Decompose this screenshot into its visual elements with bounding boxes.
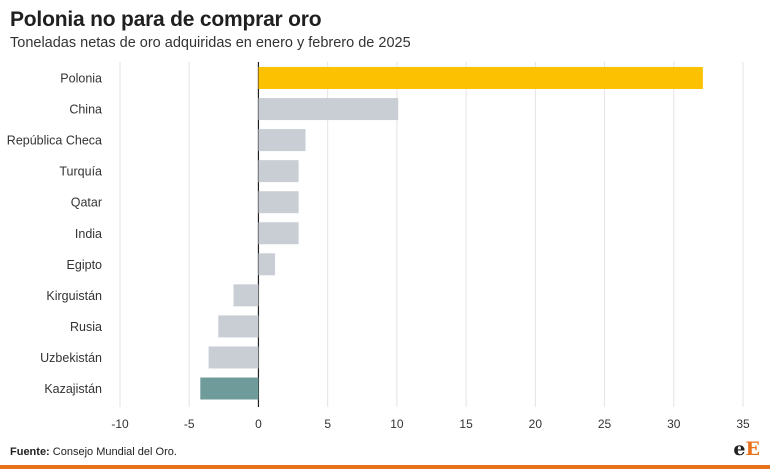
- x-tick-label: -10: [111, 417, 129, 431]
- category-label: Egipto: [67, 258, 102, 272]
- source-note: Fuente: Consejo Mundial del Oro.: [10, 446, 177, 458]
- x-tick-label: 10: [390, 417, 404, 431]
- x-tick-label: 35: [736, 417, 750, 431]
- x-tick-label: 25: [598, 417, 612, 431]
- category-label: Polonia: [60, 72, 102, 86]
- category-label: China: [69, 103, 102, 117]
- source-label: Fuente:: [10, 446, 50, 458]
- bar: [218, 315, 259, 338]
- chart-title: Polonia no para de comprar oro: [10, 8, 322, 31]
- bar: [258, 160, 299, 183]
- x-tick-label: 0: [255, 417, 262, 431]
- logo-letter-E: E: [745, 438, 760, 460]
- category-label: India: [75, 227, 102, 241]
- bar: [258, 253, 276, 276]
- category-label: República Checa: [7, 134, 102, 148]
- source-text: Consejo Mundial del Oro.: [52, 446, 177, 458]
- category-label: Kazajistán: [44, 382, 102, 396]
- category-label: Kirguistán: [46, 289, 102, 303]
- bar: [208, 346, 259, 369]
- category-label: Uzbekistán: [40, 351, 102, 365]
- category-label: Rusia: [70, 320, 102, 334]
- bar: [258, 67, 703, 89]
- logo-letter-e: e: [733, 438, 746, 460]
- chart-subtitle: Toneladas netas de oro adquiridas en ene…: [10, 35, 411, 51]
- x-tick-label: 30: [667, 417, 681, 431]
- footer-accent-line: [0, 465, 770, 469]
- x-tick-label: 15: [459, 417, 473, 431]
- category-label: Qatar: [71, 196, 102, 210]
- brand-logo: eE: [733, 438, 760, 460]
- bar: [258, 191, 299, 214]
- bar: [233, 284, 259, 307]
- bar: [258, 222, 299, 245]
- x-tick-label: 20: [529, 417, 543, 431]
- x-tick-label: -5: [184, 417, 195, 431]
- bar: [258, 129, 306, 152]
- bar: [258, 98, 399, 121]
- category-label: Turquía: [59, 165, 102, 179]
- x-tick-label: 5: [324, 417, 331, 431]
- bar: [200, 377, 259, 400]
